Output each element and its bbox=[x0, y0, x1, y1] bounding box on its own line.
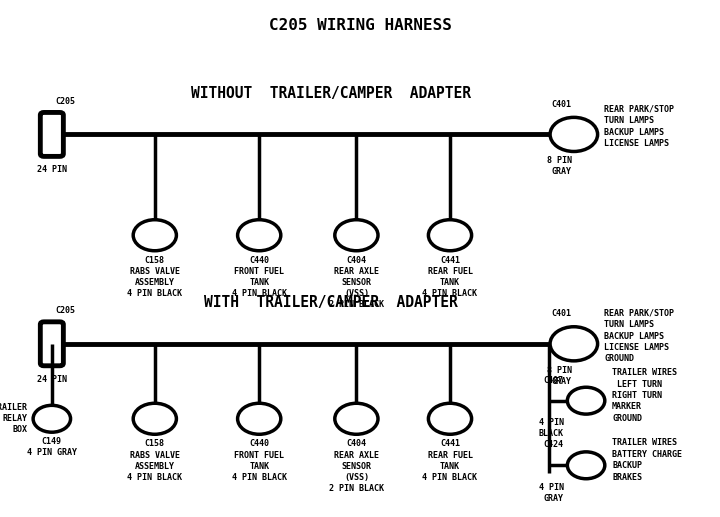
Circle shape bbox=[428, 403, 472, 434]
Circle shape bbox=[567, 387, 605, 414]
Text: WITHOUT  TRAILER/CAMPER  ADAPTER: WITHOUT TRAILER/CAMPER ADAPTER bbox=[192, 85, 471, 101]
Text: C404
REAR AXLE
SENSOR
(VSS)
2 PIN BLACK: C404 REAR AXLE SENSOR (VSS) 2 PIN BLACK bbox=[329, 256, 384, 309]
Circle shape bbox=[428, 220, 472, 251]
Text: 8 PIN
GRAY: 8 PIN GRAY bbox=[546, 366, 572, 386]
Text: C205: C205 bbox=[55, 97, 76, 106]
Text: 24 PIN: 24 PIN bbox=[37, 165, 67, 174]
Text: C404
REAR AXLE
SENSOR
(VSS)
2 PIN BLACK: C404 REAR AXLE SENSOR (VSS) 2 PIN BLACK bbox=[329, 439, 384, 493]
Text: WITH  TRAILER/CAMPER  ADAPTER: WITH TRAILER/CAMPER ADAPTER bbox=[204, 295, 458, 310]
Circle shape bbox=[238, 220, 281, 251]
Text: REAR PARK/STOP
TURN LAMPS
BACKUP LAMPS
LICENSE LAMPS
GROUND: REAR PARK/STOP TURN LAMPS BACKUP LAMPS L… bbox=[604, 309, 674, 363]
Text: C149
4 PIN GRAY: C149 4 PIN GRAY bbox=[27, 437, 77, 458]
Text: TRAILER WIRES
 LEFT TURN
RIGHT TURN
MARKER
GROUND: TRAILER WIRES LEFT TURN RIGHT TURN MARKE… bbox=[612, 368, 677, 423]
Text: TRAILER WIRES
BATTERY CHARGE
BACKUP
BRAKES: TRAILER WIRES BATTERY CHARGE BACKUP BRAK… bbox=[612, 438, 682, 482]
Text: C401: C401 bbox=[552, 100, 572, 109]
Circle shape bbox=[567, 452, 605, 479]
Circle shape bbox=[335, 220, 378, 251]
Text: REAR PARK/STOP
TURN LAMPS
BACKUP LAMPS
LICENSE LAMPS: REAR PARK/STOP TURN LAMPS BACKUP LAMPS L… bbox=[604, 105, 674, 148]
Circle shape bbox=[335, 403, 378, 434]
Text: C440
FRONT FUEL
TANK
4 PIN BLACK: C440 FRONT FUEL TANK 4 PIN BLACK bbox=[232, 439, 287, 482]
Text: C205: C205 bbox=[55, 307, 76, 315]
FancyBboxPatch shape bbox=[40, 322, 63, 366]
Circle shape bbox=[133, 403, 176, 434]
Text: C401: C401 bbox=[552, 309, 572, 318]
Text: TRAILER
RELAY
BOX: TRAILER RELAY BOX bbox=[0, 403, 27, 434]
Text: C441
REAR FUEL
TANK
4 PIN BLACK: C441 REAR FUEL TANK 4 PIN BLACK bbox=[423, 439, 477, 482]
Text: C441
REAR FUEL
TANK
4 PIN BLACK: C441 REAR FUEL TANK 4 PIN BLACK bbox=[423, 256, 477, 298]
Circle shape bbox=[133, 220, 176, 251]
Text: C158
RABS VALVE
ASSEMBLY
4 PIN BLACK: C158 RABS VALVE ASSEMBLY 4 PIN BLACK bbox=[127, 256, 182, 298]
Text: C440
FRONT FUEL
TANK
4 PIN BLACK: C440 FRONT FUEL TANK 4 PIN BLACK bbox=[232, 256, 287, 298]
Text: C158
RABS VALVE
ASSEMBLY
4 PIN BLACK: C158 RABS VALVE ASSEMBLY 4 PIN BLACK bbox=[127, 439, 182, 482]
Text: C407: C407 bbox=[544, 376, 564, 385]
Circle shape bbox=[550, 327, 598, 361]
Text: C205 WIRING HARNESS: C205 WIRING HARNESS bbox=[269, 18, 451, 33]
Text: 24 PIN: 24 PIN bbox=[37, 375, 67, 384]
Circle shape bbox=[33, 405, 71, 432]
Text: C424: C424 bbox=[544, 440, 564, 449]
FancyBboxPatch shape bbox=[40, 113, 63, 156]
Circle shape bbox=[238, 403, 281, 434]
Circle shape bbox=[550, 117, 598, 151]
Text: 8 PIN
GRAY: 8 PIN GRAY bbox=[546, 156, 572, 176]
Text: 4 PIN
GRAY: 4 PIN GRAY bbox=[539, 483, 564, 503]
Text: 4 PIN
BLACK: 4 PIN BLACK bbox=[539, 418, 564, 438]
